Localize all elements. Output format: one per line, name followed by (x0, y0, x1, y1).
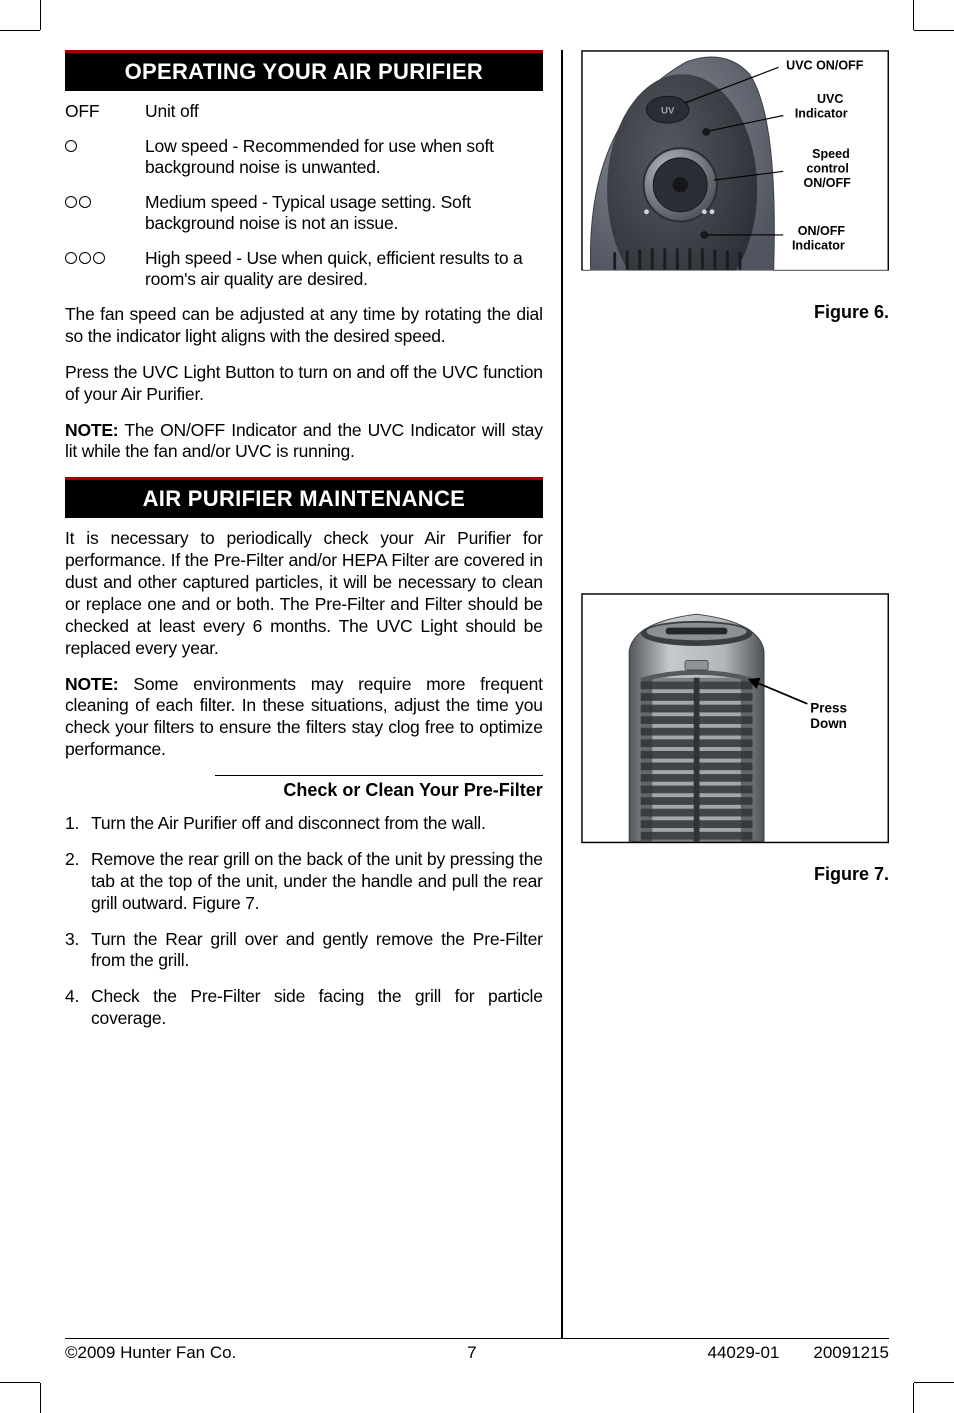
right-column: UV (581, 50, 889, 1338)
speed-med-desc: Medium speed - Typical usage setting. So… (145, 192, 543, 234)
svg-text:Indicator: Indicator (792, 238, 845, 252)
note-label: NOTE: (65, 420, 118, 440)
note-text: The ON/OFF Indicator and the UVC Indicat… (65, 420, 543, 462)
svg-text:control: control (806, 161, 848, 175)
para-maintenance: It is necessary to periodically check yo… (65, 528, 543, 659)
figure-7: Press Down Figure 7. (581, 593, 889, 885)
footer-copyright: ©2009 Hunter Fan Co. (65, 1343, 236, 1363)
left-column: OPERATING YOUR AIR PURIFIER OFF Unit off… (65, 50, 543, 1338)
figure-6-svg: UV (581, 50, 889, 291)
svg-text:ON/OFF: ON/OFF (803, 176, 851, 190)
crop-mark (40, 1383, 41, 1413)
crop-mark (0, 30, 40, 31)
para-fan-speed: The fan speed can be adjusted at any tim… (65, 304, 543, 348)
svg-text:UV: UV (661, 106, 675, 117)
crop-mark (914, 30, 954, 31)
circle-icon (65, 140, 77, 152)
speed-off-row: OFF Unit off (65, 101, 543, 122)
svg-text:Indicator: Indicator (795, 106, 848, 120)
step-1: Turn the Air Purifier off and disconnect… (65, 813, 543, 835)
svg-text:Press: Press (810, 700, 847, 715)
svg-text:UVC ON/OFF: UVC ON/OFF (786, 58, 864, 72)
crop-mark (0, 1382, 40, 1383)
para-uvc-button: Press the UVC Light Button to turn on an… (65, 362, 543, 406)
steps-list: Turn the Air Purifier off and disconnect… (65, 813, 543, 1030)
speed-high-icon (65, 248, 145, 290)
section-header-operating: OPERATING YOUR AIR PURIFIER (65, 50, 543, 91)
note-environments: NOTE: Some environments may require more… (65, 674, 543, 762)
step-4: Check the Pre-Filter side facing the gri… (65, 986, 543, 1030)
speed-off-desc: Unit off (145, 101, 543, 122)
note-indicator: NOTE: The ON/OFF Indicator and the UVC I… (65, 420, 543, 464)
column-divider (561, 50, 563, 1338)
speed-high-desc: High speed - Use when quick, efficient r… (145, 248, 543, 290)
footer-page-number: 7 (467, 1343, 476, 1363)
sub-header-prefilter: Check or Clean Your Pre-Filter (215, 775, 543, 803)
footer: ©2009 Hunter Fan Co. 7 44029-01 20091215 (65, 1338, 889, 1363)
speed-low-desc: Low speed - Recommended for use when sof… (145, 136, 543, 178)
section-header-maintenance: AIR PURIFIER MAINTENANCE (65, 477, 543, 518)
crop-mark (913, 0, 914, 30)
figure-7-svg: Press Down (581, 593, 889, 853)
crop-mark (40, 0, 41, 30)
svg-text:ON/OFF: ON/OFF (797, 224, 845, 238)
note-text: Some environments may require more frequ… (65, 674, 543, 760)
speed-low-icon (65, 136, 145, 178)
step-3: Turn the Rear grill over and gently remo… (65, 929, 543, 973)
content-columns: OPERATING YOUR AIR PURIFIER OFF Unit off… (65, 50, 889, 1338)
circle-icon (79, 252, 91, 264)
circle-icon (65, 252, 77, 264)
figure-6-caption: Figure 6. (581, 302, 889, 323)
svg-text:Speed: Speed (812, 147, 850, 161)
figure-7-caption: Figure 7. (581, 864, 889, 885)
circle-icon (79, 196, 91, 208)
note-label: NOTE: (65, 674, 118, 694)
speed-med-icon (65, 192, 145, 234)
circle-icon (93, 252, 105, 264)
crop-mark (914, 1382, 954, 1383)
figure-6: UV (581, 50, 889, 323)
footer-doc-id: 44029-01 20091215 (708, 1343, 889, 1363)
speed-med-row: Medium speed - Typical usage setting. So… (65, 192, 543, 234)
circle-icon (65, 196, 77, 208)
crop-mark (913, 1383, 914, 1413)
svg-text:UVC: UVC (817, 92, 843, 106)
speed-high-row: High speed - Use when quick, efficient r… (65, 248, 543, 290)
speed-off-label: OFF (65, 101, 145, 122)
svg-text:Down: Down (810, 716, 847, 731)
step-2: Remove the rear grill on the back of the… (65, 849, 543, 915)
page: OPERATING YOUR AIR PURIFIER OFF Unit off… (65, 50, 889, 1363)
speed-low-row: Low speed - Recommended for use when sof… (65, 136, 543, 178)
spacer (581, 323, 889, 593)
